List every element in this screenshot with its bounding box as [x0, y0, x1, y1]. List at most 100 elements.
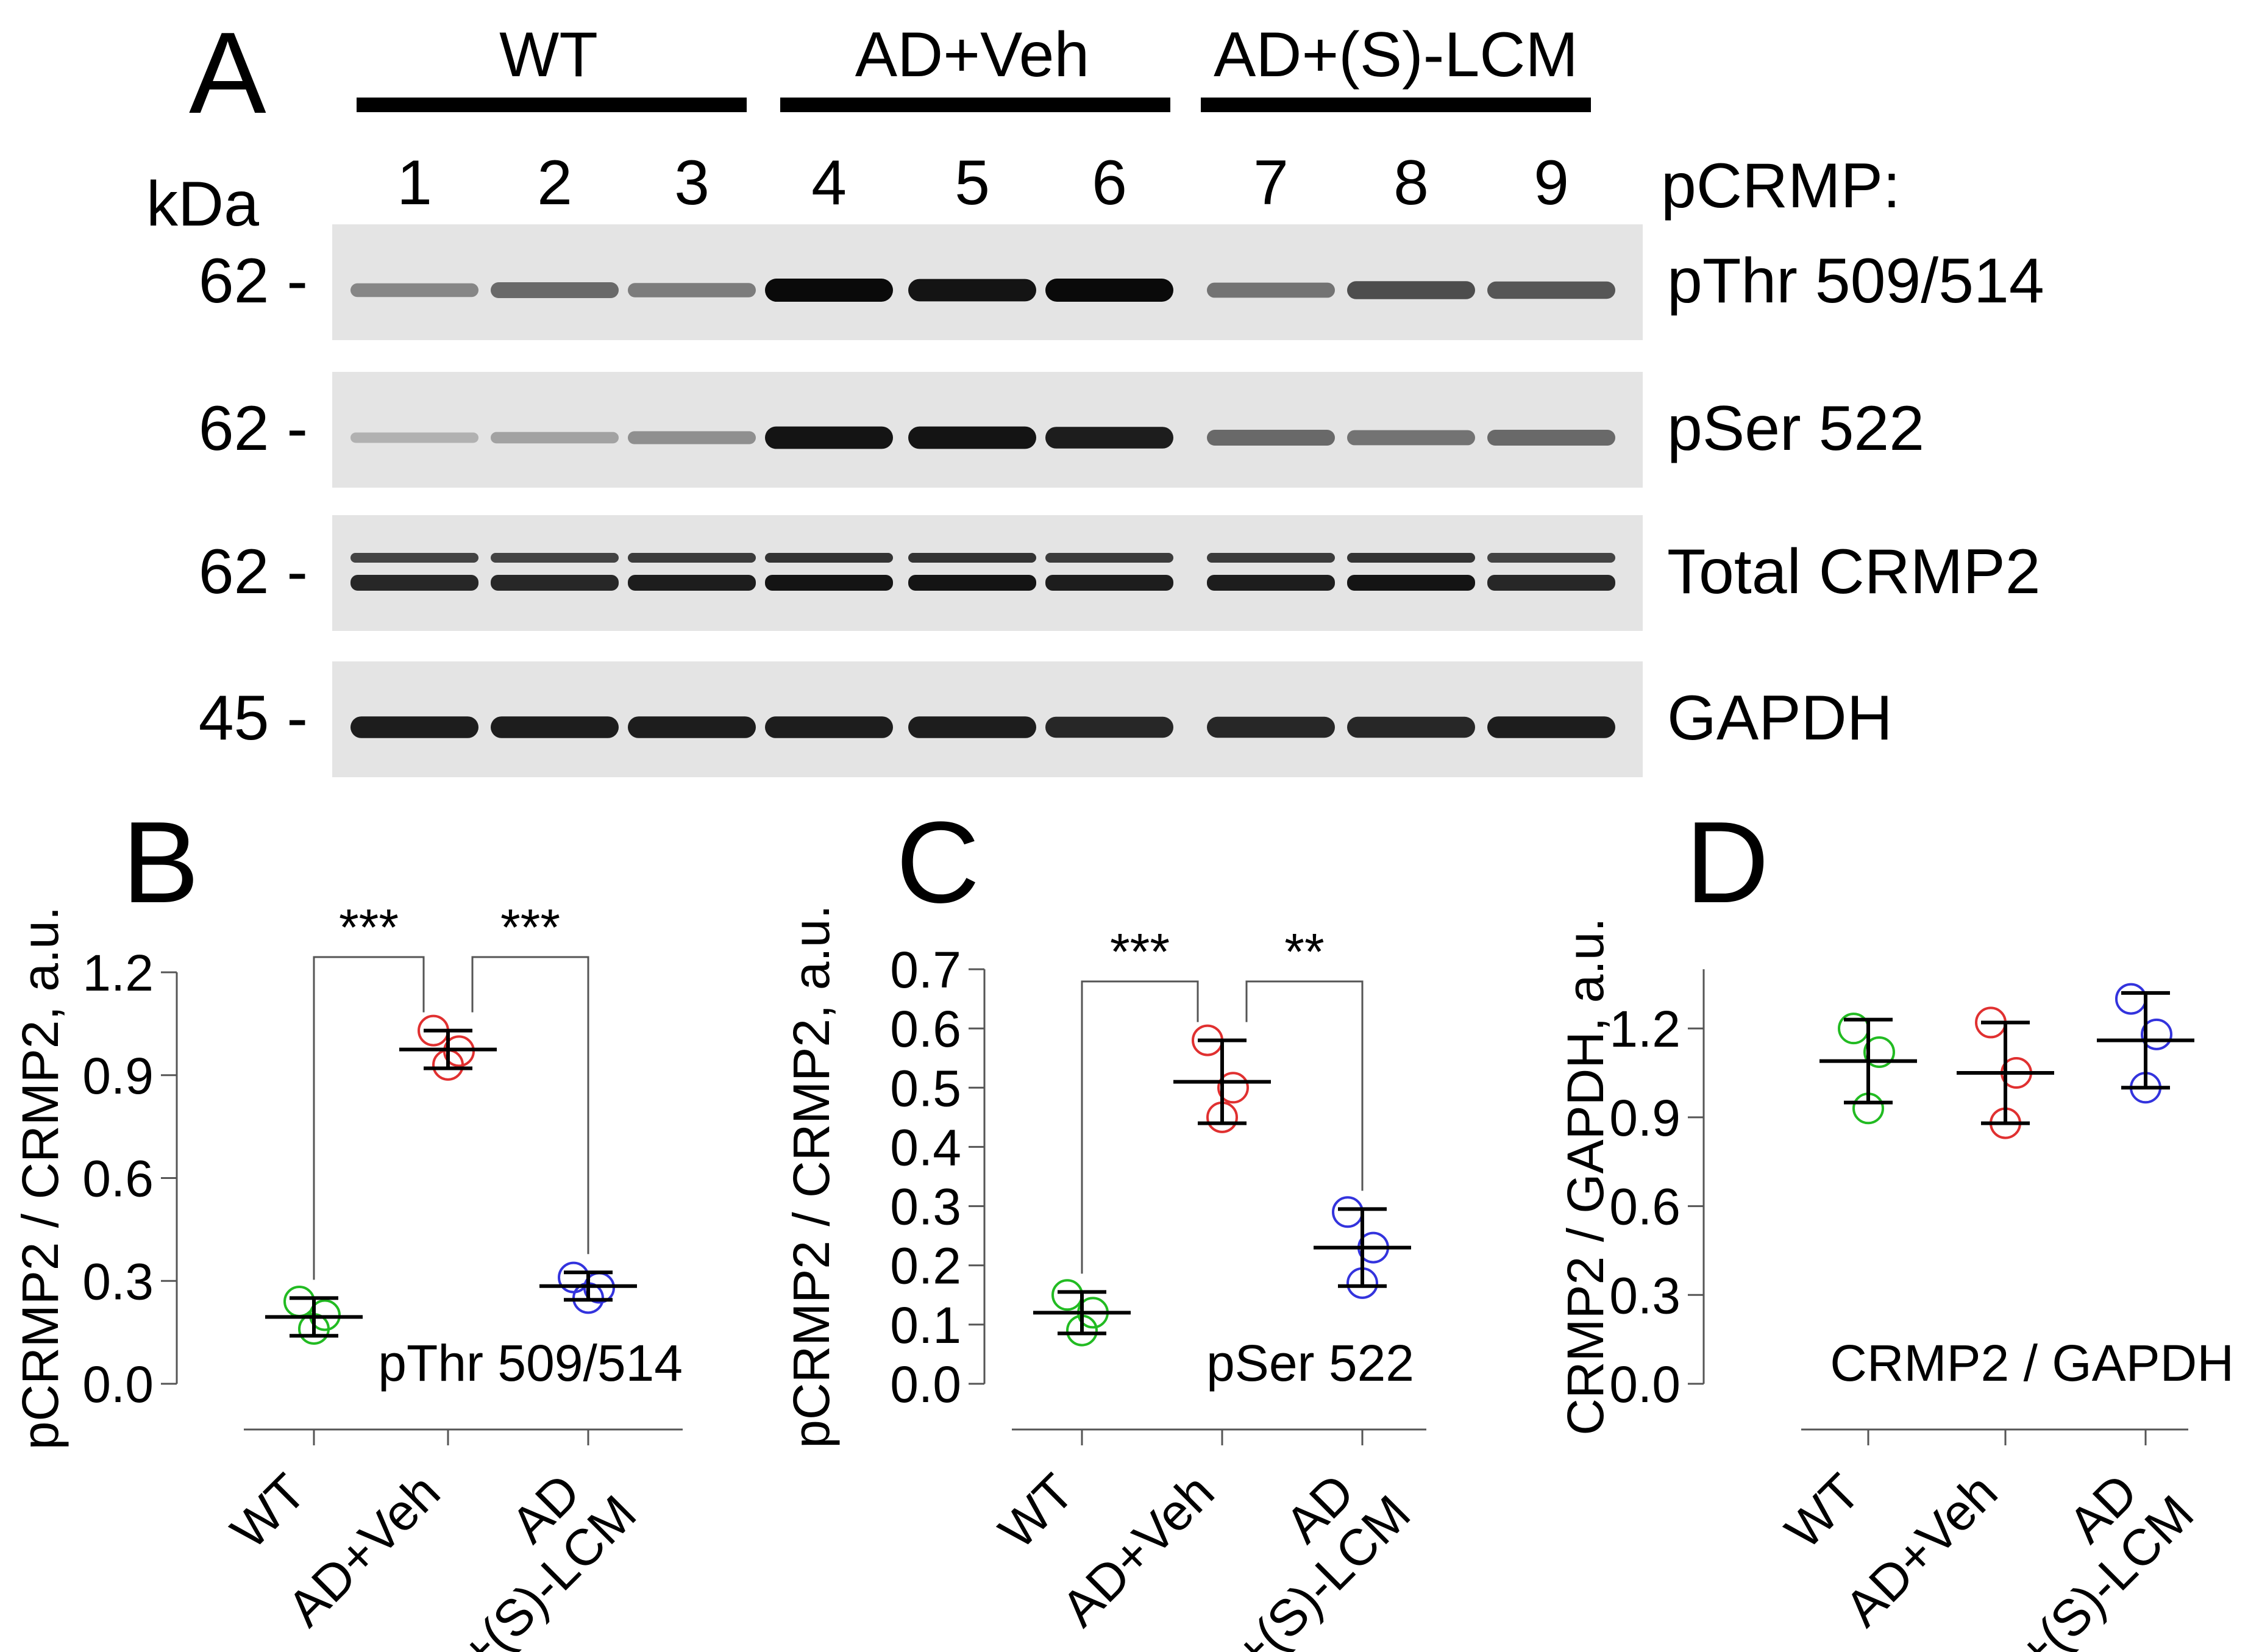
y-tick-label: 0.7	[890, 941, 961, 999]
lower-band	[908, 575, 1036, 591]
band	[1045, 427, 1173, 449]
significance-label: **	[1284, 923, 1324, 980]
lower-band	[491, 575, 619, 591]
band	[765, 279, 893, 302]
lower-band	[1045, 575, 1173, 591]
lane-number: 8	[1393, 148, 1429, 218]
y-tick-label: 0.4	[890, 1119, 961, 1176]
upper-band	[491, 553, 619, 563]
pcrmp-label: pCRMP:	[1661, 151, 1901, 221]
group-label: AD+Veh	[855, 20, 1090, 90]
band	[491, 716, 619, 738]
band	[1347, 281, 1475, 299]
y-tick-label: 0.6	[1609, 1178, 1681, 1236]
band	[1207, 282, 1335, 298]
inset-label: pSer 522	[1206, 1334, 1414, 1392]
lane-number: 2	[537, 148, 572, 218]
lower-band	[1347, 575, 1475, 591]
band	[350, 283, 478, 297]
band	[1045, 279, 1173, 302]
y-tick-label: 0.3	[1609, 1267, 1681, 1324]
y-tick-label: 0.0	[82, 1356, 154, 1413]
band	[1207, 716, 1335, 738]
lower-band	[628, 575, 756, 591]
group-bar	[780, 98, 1170, 112]
band	[765, 426, 893, 449]
inset-label: CRMP2 / GAPDH	[1830, 1334, 2234, 1392]
group-bar	[357, 98, 747, 112]
y-tick-label: 0.6	[890, 1000, 961, 1058]
y-tick-label: 0.9	[82, 1047, 154, 1105]
band	[1045, 716, 1173, 738]
y-tick-label: 0.5	[890, 1059, 961, 1117]
group-label: AD+(S)-LCM	[1214, 20, 1578, 90]
significance-label: ***	[1110, 923, 1170, 980]
band	[491, 432, 619, 444]
blot-label: GAPDH	[1667, 683, 1893, 753]
group-bar	[1201, 98, 1591, 112]
lower-band	[350, 575, 478, 591]
upper-band	[765, 553, 893, 563]
band	[1487, 281, 1615, 299]
band	[628, 283, 756, 297]
blot-label: pSer 522	[1667, 393, 1924, 464]
data-point	[1217, 1072, 1249, 1104]
band	[1347, 430, 1475, 446]
band	[491, 282, 619, 298]
y-tick-label: 0.2	[890, 1237, 961, 1295]
band	[350, 716, 478, 738]
band	[765, 716, 893, 738]
blot-strip	[332, 515, 1643, 631]
upper-band	[1347, 553, 1475, 563]
y-tick-label: 0.0	[1609, 1356, 1681, 1413]
band	[1487, 430, 1615, 446]
y-tick-label: 0.3	[890, 1178, 961, 1236]
panel-a-letter: A	[189, 9, 266, 138]
y-tick-label: 1.2	[82, 944, 154, 1002]
lane-number: 4	[811, 148, 847, 218]
y-tick-label: 1.2	[1609, 1000, 1681, 1058]
upper-band	[908, 553, 1036, 563]
significance-label: ***	[500, 899, 560, 956]
mw-marker: 45 -	[199, 683, 308, 753]
band	[628, 716, 756, 738]
mw-marker: 62 -	[199, 536, 308, 607]
band	[1347, 716, 1475, 738]
blot-label: pThr 509/514	[1667, 246, 2044, 316]
lower-band	[1207, 575, 1335, 591]
significance-bracket	[1081, 980, 1199, 1274]
panel-a-western-blot: WT AD+Veh AD+(S)-LCM 1 2 3 4 5 6 7 8 9 62 - pThr 509/…	[199, 20, 2044, 777]
lower-band	[1487, 575, 1615, 591]
upper-band	[1487, 553, 1615, 563]
group-label: WT	[499, 20, 598, 90]
band	[908, 716, 1036, 738]
data-point	[2141, 1018, 2172, 1050]
y-axis-label: pCRMP2 / CRMP2, a.u.	[12, 906, 69, 1450]
band	[350, 432, 478, 443]
band	[1207, 430, 1335, 446]
band	[908, 279, 1036, 302]
band	[908, 426, 1036, 449]
blot-label: Total CRMP2	[1667, 536, 2041, 607]
band	[1487, 716, 1615, 738]
panel-letter: B	[122, 798, 199, 927]
panel-letter: D	[1685, 798, 1769, 927]
panel-letter: C	[896, 798, 980, 927]
lane-number: 5	[955, 148, 990, 218]
data-point	[1863, 1036, 1895, 1068]
upper-band	[628, 553, 756, 563]
kda-label: kDa	[146, 169, 259, 240]
lane-number: 9	[1534, 148, 1569, 218]
lane-number: 1	[397, 148, 432, 218]
y-axis-label: CRMP2 / GAPDH, a.u.	[1557, 917, 1614, 1436]
y-tick-label: 0.1	[890, 1297, 961, 1354]
significance-bracket	[313, 956, 425, 1280]
y-tick-label: 0.6	[82, 1150, 154, 1208]
inset-label: pThr 509/514	[378, 1334, 683, 1392]
significance-bracket	[471, 956, 589, 1255]
significance-label: ***	[339, 899, 399, 956]
lower-band	[765, 575, 893, 591]
upper-band	[1207, 553, 1335, 563]
band	[628, 431, 756, 444]
